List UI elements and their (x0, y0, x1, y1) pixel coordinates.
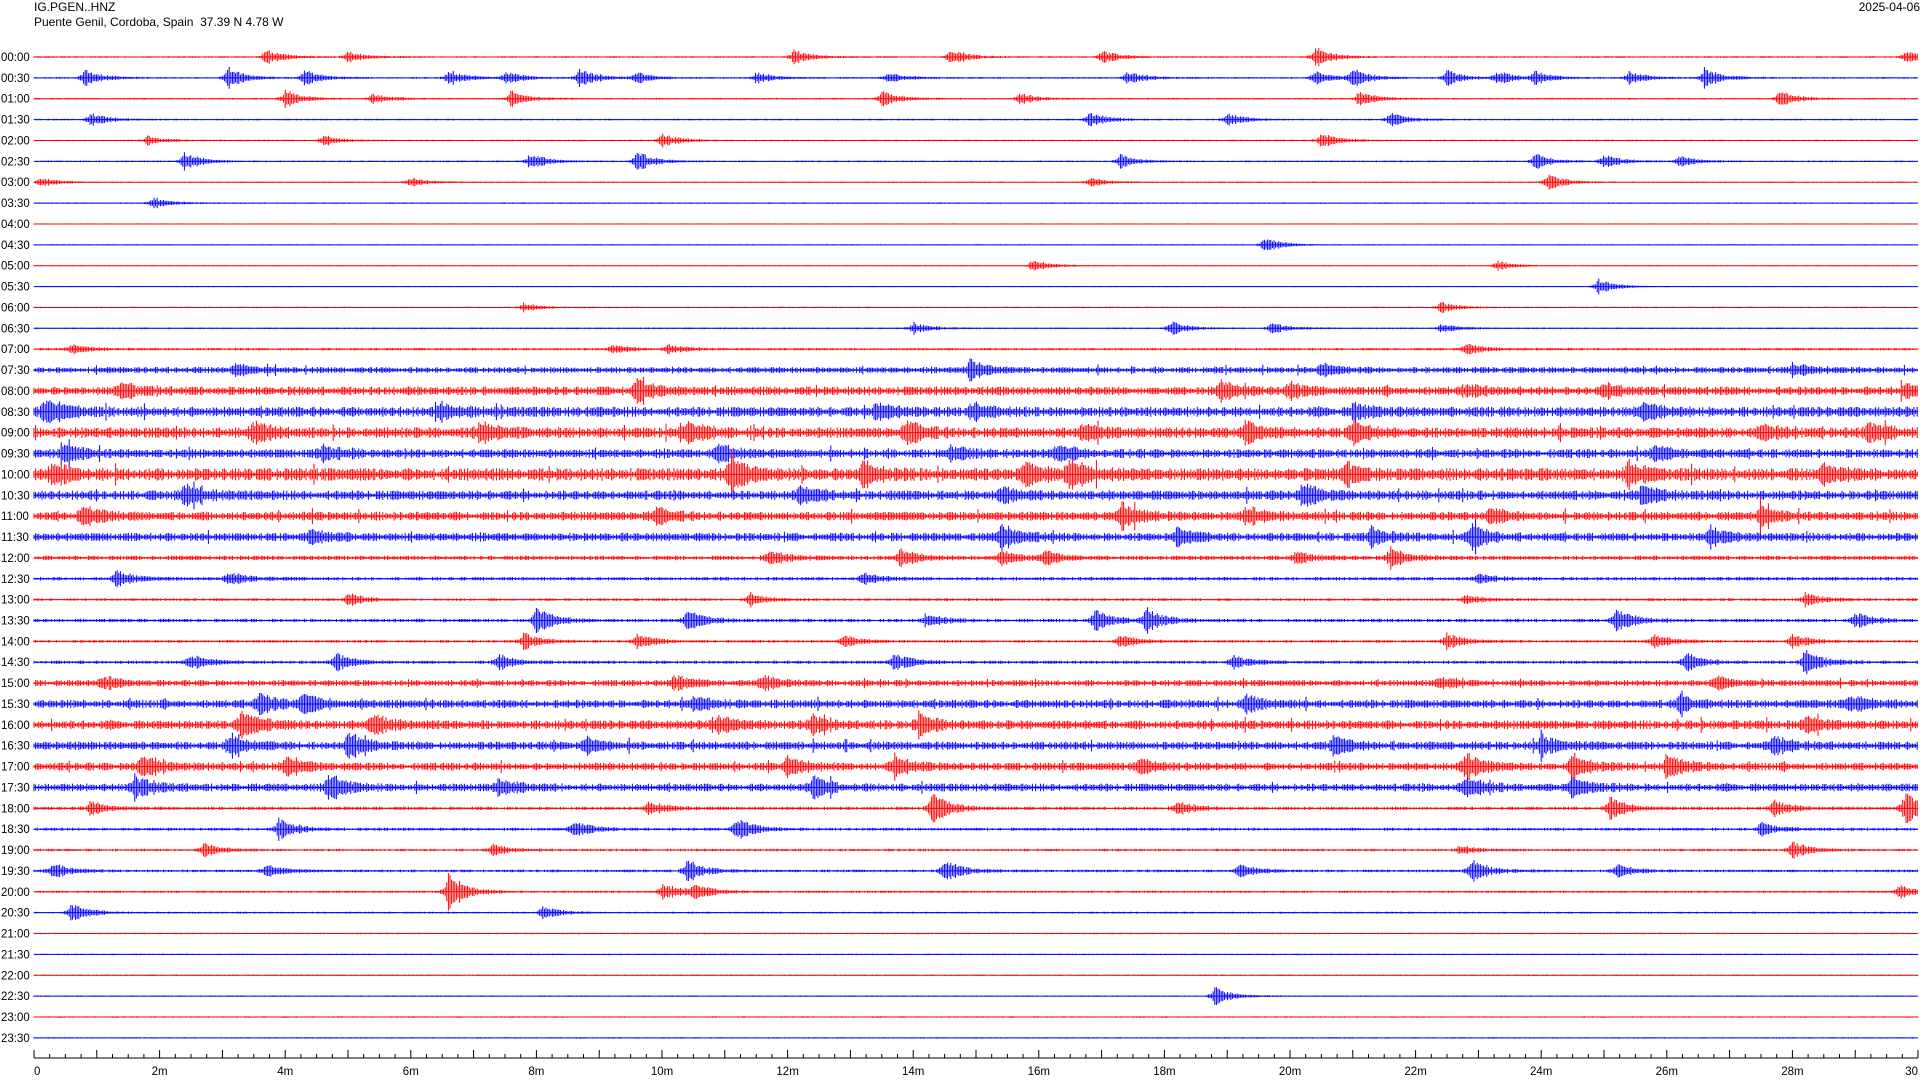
x-tick-label: 2m (152, 1066, 168, 1078)
row-label: 20:00 (1, 887, 30, 899)
station-location: Puente Genil, Cordoba, Spain 37.39 N 4.7… (34, 15, 284, 29)
x-tick-label: 22m (1404, 1066, 1426, 1078)
row-label: 06:30 (1, 323, 30, 335)
record-date: 2025-04-06 (1858, 0, 1920, 14)
row-label: 05:30 (1, 282, 30, 294)
row-label: 00:30 (1, 73, 30, 85)
x-tick-label: 16m (1028, 1066, 1050, 1078)
row-label: 19:00 (1, 845, 30, 857)
row-label: 10:00 (1, 469, 30, 481)
row-label: 02:00 (1, 135, 30, 147)
row-label: 20:30 (1, 908, 30, 920)
x-tick-label: 10m (651, 1066, 673, 1078)
row-label: 17:00 (1, 762, 30, 774)
row-label: 13:30 (1, 615, 30, 627)
row-label: 15:30 (1, 699, 30, 711)
row-label: 23:00 (1, 1012, 30, 1024)
row-label: 22:30 (1, 991, 30, 1003)
row-label: 09:00 (1, 428, 30, 440)
row-label: 07:00 (1, 344, 30, 356)
x-tick-label: 26m (1656, 1066, 1678, 1078)
row-label: 12:30 (1, 574, 30, 586)
row-label: 04:00 (1, 219, 30, 231)
row-label: 07:30 (1, 365, 30, 377)
header: IG.PGEN..HNZ Puente Genil, Cordoba, Spai… (34, 0, 284, 30)
row-label: 14:30 (1, 657, 30, 669)
x-tick-label: 8m (528, 1066, 544, 1078)
x-tick-label: 14m (902, 1066, 924, 1078)
row-label: 01:30 (1, 115, 30, 127)
row-label: 19:30 (1, 866, 30, 878)
x-tick-label: 0 (34, 1066, 40, 1078)
row-label: 21:00 (1, 929, 30, 941)
row-label: 16:00 (1, 720, 30, 732)
row-label: 21:30 (1, 949, 30, 961)
row-label: 08:30 (1, 407, 30, 419)
row-label: 01:00 (1, 94, 30, 106)
station-code: IG.PGEN..HNZ (34, 0, 116, 14)
x-tick-label: 30 (1905, 1066, 1918, 1078)
row-label: 22:00 (1, 970, 30, 982)
x-tick-label: 20m (1279, 1066, 1301, 1078)
x-tick-label: 28m (1781, 1066, 1803, 1078)
row-label: 06:00 (1, 302, 30, 314)
x-tick-label: 24m (1530, 1066, 1552, 1078)
row-label: 05:00 (1, 261, 30, 273)
row-label: 18:00 (1, 803, 30, 815)
row-label: 23:30 (1, 1033, 30, 1045)
x-tick-label: 12m (776, 1066, 798, 1078)
row-label: 10:30 (1, 490, 30, 502)
row-label: 04:30 (1, 240, 30, 252)
row-label: 08:00 (1, 386, 30, 398)
row-label: 03:30 (1, 198, 30, 210)
row-label: 09:30 (1, 449, 30, 461)
row-label: 11:00 (1, 511, 29, 523)
row-label: 17:30 (1, 782, 30, 794)
row-label: 03:00 (1, 177, 30, 189)
row-label: 11:30 (1, 532, 29, 544)
row-label: 13:00 (1, 595, 30, 607)
row-label: 15:00 (1, 678, 30, 690)
x-tick-label: 18m (1153, 1066, 1175, 1078)
trace-group (33, 47, 1918, 1039)
row-label: 18:30 (1, 824, 30, 836)
x-tick-label: 4m (277, 1066, 293, 1078)
row-label: 12:00 (1, 553, 30, 565)
row-label: 02:30 (1, 156, 30, 168)
x-tick-label: 6m (403, 1066, 419, 1078)
time-axis: 0 2m 4m 6m 8m 10m 12m 14m 16m 18m 20m 22m 24m 26m 28m 3… (33, 1050, 1919, 1078)
row-label: 14:00 (1, 636, 30, 648)
row-label: 00:00 (1, 52, 30, 64)
row-label: 16:30 (1, 741, 30, 753)
row-label-group: 00:00 00:30 01:00 01:30 02:00 02:30 03:00 03:30… (1, 52, 30, 1045)
